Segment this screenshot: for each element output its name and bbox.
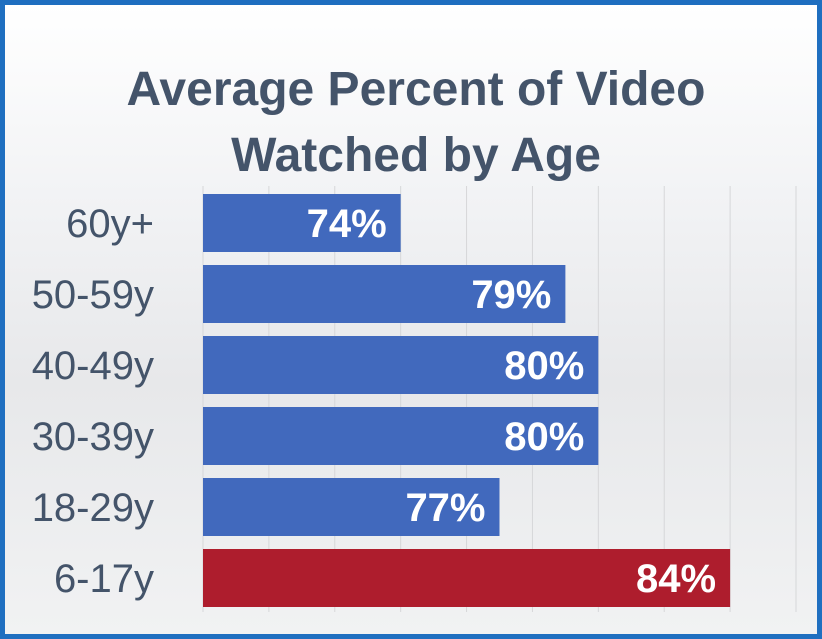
bar-50-59y (203, 265, 566, 323)
value-label: 84% (636, 557, 716, 601)
chart-title-line-1: Average Percent of Video (126, 63, 706, 116)
value-label: 80% (504, 344, 584, 388)
bar-60y+ (203, 194, 401, 252)
bar-18-29y (203, 478, 500, 536)
category-label: 18-29y (32, 486, 154, 530)
bar-40-49y (203, 336, 599, 394)
bar-6-17y (203, 549, 731, 607)
value-label: 74% (307, 202, 387, 246)
bar-30-39y (203, 407, 599, 465)
chart-title-line-2: Watched by Age (231, 129, 601, 182)
category-label: 50-59y (32, 273, 154, 317)
chart-title: Average Percent of Video Watched by Age (5, 57, 822, 189)
category-label: 60y+ (66, 202, 154, 246)
value-label: 77% (405, 486, 485, 530)
category-label: 40-49y (32, 344, 154, 388)
category-label: 30-39y (32, 415, 154, 459)
value-label: 79% (471, 273, 551, 317)
value-label: 80% (504, 415, 584, 459)
category-label: 6-17y (54, 557, 154, 601)
